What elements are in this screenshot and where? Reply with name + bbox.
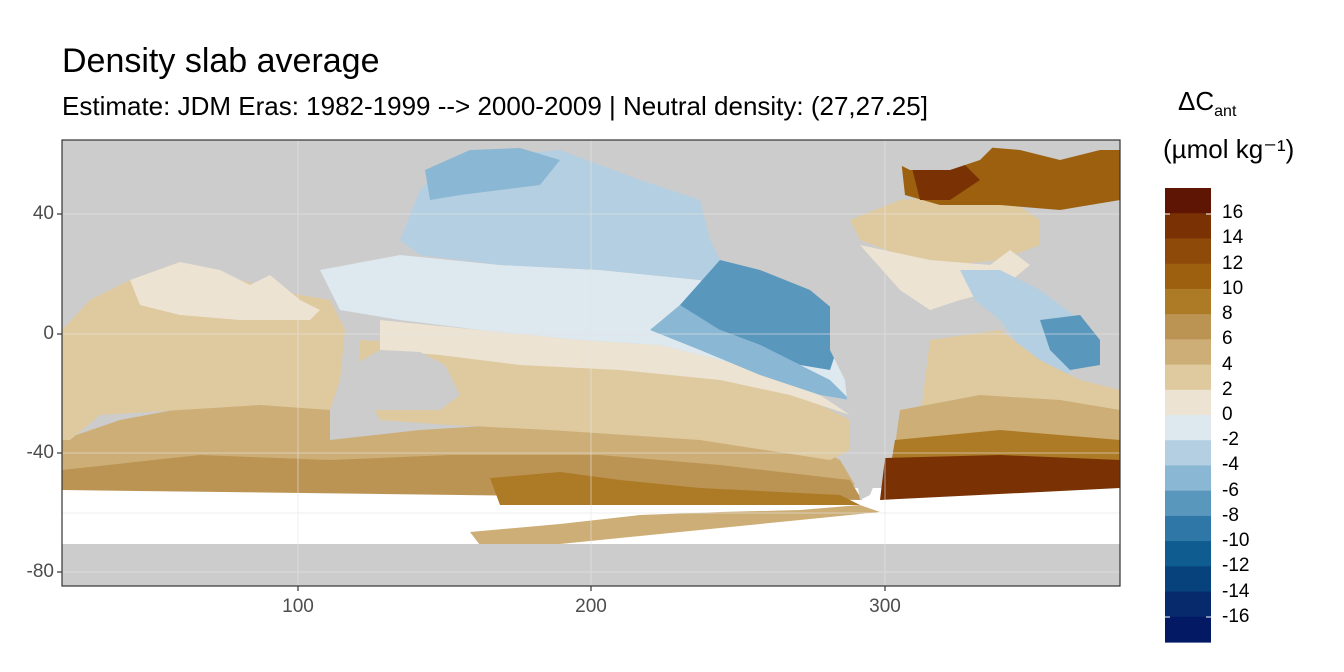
north-pacific-nw [425,148,560,200]
legend-swatch [1165,364,1211,391]
legend-label: 10 [1222,277,1244,299]
australia [340,350,460,410]
legend-swatch [1165,465,1211,492]
north-america [700,140,900,275]
legend-ticks [1165,213,1211,618]
chart-subtitle: Estimate: JDM Eras: 1982-1999 --> 2000-2… [62,91,928,121]
legend-swatch [1165,389,1211,416]
legend-title-subscript: ant [1214,103,1237,121]
legend-swatch [1165,616,1211,643]
legend-label: -16 [1222,605,1250,627]
north-atlantic-subtropics [850,195,1040,265]
legend-swatch [1165,213,1211,240]
legend-swatch [1165,440,1211,467]
x-tick-100: 100 [282,596,314,617]
indian-ocean-north [130,262,320,320]
legend-swatch [1165,314,1211,340]
x-tick-200: 200 [575,596,607,617]
legend-unit: (µmol kg⁻¹) [1163,134,1295,164]
legend-label: -12 [1222,555,1250,577]
legend-swatch [1165,415,1211,441]
greenland [880,140,1000,170]
legend-swatch [1165,490,1211,517]
legend-swatch [1165,541,1211,567]
y-tick-minus80: -80 [26,561,54,582]
legend-label: -8 [1222,504,1239,526]
legend-label: 2 [1222,378,1233,400]
north-atlantic-tropical [860,245,1030,310]
legend-title-symbol: ΔC [1178,86,1215,116]
legend-swatch [1165,263,1211,290]
legend-label: 6 [1222,328,1233,350]
legend-label: -6 [1222,479,1239,501]
south-pacific-tan [360,340,850,460]
y-tick-minus40: -40 [26,442,54,463]
x-tick-300: 300 [869,596,901,617]
legend-swatch [1165,339,1211,366]
south-pacific-light [380,320,850,415]
legend-label: 16 [1222,202,1244,224]
legend-swatch [1165,591,1211,618]
legend-swatch [1165,188,1211,214]
south-america [830,300,960,500]
legend-title: ΔCant [1178,86,1236,121]
east-tropical-pacific-fringe [650,305,850,400]
legend-label: -14 [1222,580,1250,602]
legend-swatch [1165,238,1211,265]
antarctic-shelf-strip [470,505,880,548]
legend-swatch [1165,288,1211,315]
legend-swatch [1165,566,1211,593]
legend-label: 12 [1222,252,1244,274]
south-atlantic-dark [880,455,1120,500]
legend-label: 4 [1222,353,1233,375]
atlantic-east-blue [1040,315,1100,370]
southern-band-inner [490,472,860,505]
axis-ticks [57,213,886,591]
legend-label: 8 [1222,303,1233,325]
legend-label: -2 [1222,429,1239,451]
y-tick-40: 40 [32,203,54,224]
gridlines [62,140,1120,586]
legend-swatch [1165,515,1211,542]
legend-colorbar [1165,188,1211,643]
legend-label: -4 [1222,454,1239,476]
east-tropical-pacific [680,260,840,370]
y-tick-0: 0 [43,323,54,344]
map-panel [62,140,1120,586]
legend-label: -10 [1222,530,1250,552]
legend-label: 14 [1222,227,1244,249]
legend-label: 0 [1222,404,1233,425]
chart-title: Density slab average [62,42,380,80]
